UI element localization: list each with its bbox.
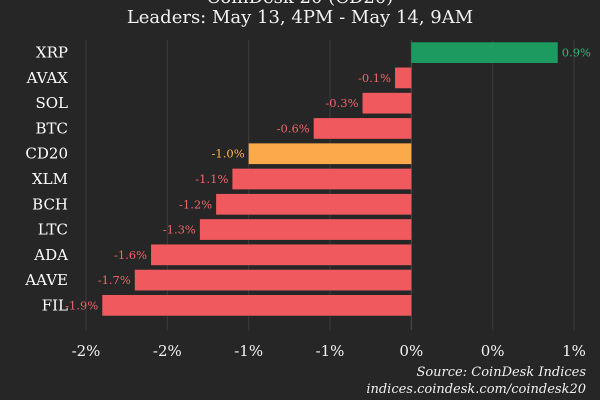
bar-btc bbox=[313, 118, 412, 139]
value-label: -1.7% bbox=[98, 273, 131, 287]
bar-sol bbox=[362, 92, 412, 114]
chart-title: CoinDesk 20 (CD20) bbox=[0, 0, 600, 8]
source-note: Source: CoinDesk Indices bbox=[416, 365, 586, 380]
x-tick-label: 0% bbox=[481, 342, 505, 360]
value-labels: 0.9% -0.1%-0.3% -0.6% -1.0% -1.1% -1.2% -1.3% -… bbox=[65, 46, 591, 313]
bar-bch bbox=[216, 193, 412, 215]
x-tick-label: 1% bbox=[562, 342, 586, 360]
x-tick-label: -1% bbox=[316, 342, 345, 360]
x-tick-label: -2% bbox=[72, 342, 101, 360]
value-label: -0.1% bbox=[358, 71, 391, 85]
category-labels: XRP AVAX SOL BTC CD20 XLM BCH LTC ADA AAVE FIL bbox=[24, 44, 68, 315]
value-label: -0.3% bbox=[325, 96, 358, 110]
bar-cd20 bbox=[248, 143, 412, 165]
x-tick-label: -1% bbox=[234, 342, 263, 360]
value-label: -0.6% bbox=[277, 121, 310, 135]
bar-xlm bbox=[232, 168, 412, 190]
category-label: SOL bbox=[35, 94, 68, 112]
x-axis-ticks: -2% -2% -1% -1% 0% 0% 1% bbox=[72, 342, 586, 360]
bar-ada bbox=[151, 244, 412, 266]
bar-xrp bbox=[411, 42, 558, 63]
value-label: 0.9% bbox=[562, 46, 591, 60]
value-label: -1.3% bbox=[163, 223, 196, 237]
bar-avax bbox=[395, 67, 412, 89]
category-label: CD20 bbox=[25, 145, 68, 163]
value-label: -1.9% bbox=[65, 298, 98, 312]
x-tick-label: -2% bbox=[153, 342, 182, 360]
value-label: -1.2% bbox=[179, 197, 212, 211]
chart-subtitle: Leaders: May 13, 4PM - May 14, 9AM bbox=[126, 7, 474, 28]
category-label: AVAX bbox=[26, 69, 69, 87]
value-label: -1.0% bbox=[212, 147, 245, 161]
value-label: -1.6% bbox=[114, 248, 147, 262]
category-label: XRP bbox=[36, 44, 68, 62]
category-label: AAVE bbox=[24, 271, 68, 289]
bar-aave bbox=[134, 269, 412, 291]
bars bbox=[102, 42, 558, 316]
category-label: XLM bbox=[32, 170, 68, 188]
value-label: -1.1% bbox=[195, 172, 228, 186]
bar-fil bbox=[102, 295, 412, 316]
category-label: LTC bbox=[38, 221, 68, 239]
source-url: indices.coindesk.com/coindesk20 bbox=[366, 382, 586, 397]
category-label: BTC bbox=[35, 119, 68, 137]
category-label: BCH bbox=[32, 195, 68, 213]
x-tick-label: 0% bbox=[399, 342, 423, 360]
bar-ltc bbox=[199, 219, 412, 240]
category-label: ADA bbox=[33, 246, 68, 264]
category-label: FIL bbox=[42, 296, 68, 314]
